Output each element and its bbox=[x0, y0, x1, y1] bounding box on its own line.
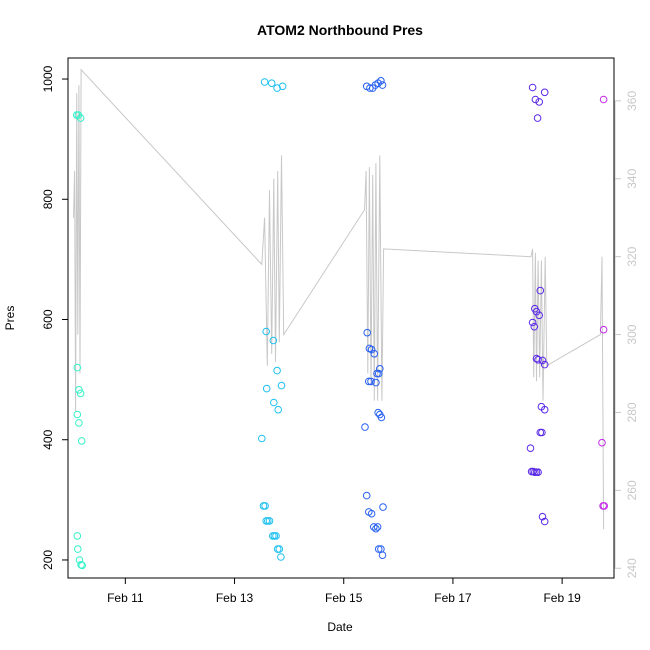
y-tick-label: 800 bbox=[41, 189, 55, 209]
data-point bbox=[73, 410, 82, 419]
data-point bbox=[272, 532, 280, 540]
data-point bbox=[75, 419, 83, 427]
data-point bbox=[76, 114, 85, 122]
data-point bbox=[530, 322, 539, 331]
data-point bbox=[534, 468, 542, 477]
data-point bbox=[540, 360, 549, 369]
x-tick-label: Feb 15 bbox=[325, 591, 363, 605]
data-point bbox=[363, 328, 372, 337]
data-point bbox=[277, 553, 285, 561]
y2-tick-label: 360 bbox=[625, 91, 639, 111]
data-point bbox=[269, 336, 278, 345]
data-point bbox=[372, 378, 380, 387]
axes: Feb 11 Feb 13 Feb 15 Feb 17 Feb 19 200 400 600 8… bbox=[41, 65, 639, 605]
x-tick-label: Feb 11 bbox=[107, 591, 144, 605]
data-point bbox=[531, 95, 540, 104]
data-point bbox=[534, 356, 542, 364]
data-point bbox=[367, 345, 376, 354]
data-point bbox=[528, 83, 537, 92]
data-point bbox=[75, 386, 83, 394]
data-point bbox=[277, 381, 286, 390]
data-point bbox=[370, 523, 378, 531]
chart-title: ATOM2 Northbound Pres bbox=[257, 22, 423, 38]
data-point bbox=[378, 81, 387, 89]
plot-frame bbox=[67, 57, 615, 579]
y2-tick-label: 240 bbox=[625, 558, 639, 578]
data-point bbox=[370, 350, 379, 358]
data-point bbox=[536, 286, 545, 295]
data-point bbox=[73, 532, 82, 540]
x-tick-label: Feb 19 bbox=[543, 591, 581, 605]
data-point bbox=[540, 405, 549, 414]
data-point bbox=[598, 438, 606, 447]
data-point bbox=[267, 79, 276, 87]
data-point bbox=[260, 78, 269, 86]
data-point bbox=[373, 523, 382, 531]
data-point bbox=[535, 311, 544, 320]
data-point bbox=[361, 423, 369, 431]
x-tick-label: Feb 13 bbox=[216, 591, 254, 605]
y2-tick-label: 320 bbox=[625, 246, 639, 266]
y-tick-label: 400 bbox=[41, 429, 55, 449]
data-point bbox=[77, 437, 86, 445]
y-axis-label: Pres bbox=[3, 306, 17, 331]
data-point bbox=[274, 405, 283, 414]
y-tick-label: 600 bbox=[41, 309, 55, 329]
series-line bbox=[73, 68, 605, 530]
data-point bbox=[74, 545, 82, 553]
data-point bbox=[275, 545, 284, 553]
data-point bbox=[377, 413, 386, 422]
data-point bbox=[273, 366, 281, 375]
data-point bbox=[262, 327, 271, 336]
data-point bbox=[372, 524, 380, 533]
data-point bbox=[258, 434, 266, 443]
data-point bbox=[533, 114, 542, 122]
y2-tick-label: 300 bbox=[625, 324, 639, 344]
data-point bbox=[367, 377, 375, 386]
data-point bbox=[73, 363, 82, 372]
data-point bbox=[76, 389, 85, 398]
data-point bbox=[365, 377, 373, 386]
data-point bbox=[600, 502, 609, 510]
data-point bbox=[367, 509, 376, 518]
data-point bbox=[540, 88, 549, 97]
data-point bbox=[273, 84, 281, 92]
data-point bbox=[538, 356, 547, 365]
y2-tick-label: 260 bbox=[625, 480, 639, 500]
data-point bbox=[379, 503, 387, 511]
y-tick-label: 200 bbox=[41, 550, 55, 570]
data-point bbox=[262, 384, 271, 393]
data-point bbox=[535, 98, 544, 106]
data-point bbox=[374, 369, 383, 378]
x-axis-label: Date bbox=[327, 620, 353, 634]
data-point bbox=[261, 502, 269, 510]
data-point bbox=[374, 545, 383, 553]
data-point bbox=[599, 325, 608, 334]
data-point bbox=[377, 77, 385, 85]
data-point bbox=[265, 517, 274, 525]
x-tick-label: Feb 17 bbox=[434, 591, 472, 605]
data-point bbox=[528, 318, 537, 327]
data-point bbox=[278, 82, 287, 91]
y2-tick-label: 280 bbox=[625, 402, 639, 422]
data-point bbox=[374, 408, 382, 417]
data-point bbox=[526, 444, 535, 453]
plot-area bbox=[72, 68, 609, 570]
data-point bbox=[538, 512, 547, 521]
data-point bbox=[362, 491, 371, 500]
y-tick-label: 1000 bbox=[41, 65, 55, 92]
data-point bbox=[599, 95, 608, 104]
data-point bbox=[540, 517, 549, 526]
data-point bbox=[378, 551, 387, 560]
y2-tick-label: 340 bbox=[625, 168, 639, 188]
data-point bbox=[78, 561, 86, 570]
data-point bbox=[538, 428, 546, 437]
data-point bbox=[270, 398, 278, 407]
